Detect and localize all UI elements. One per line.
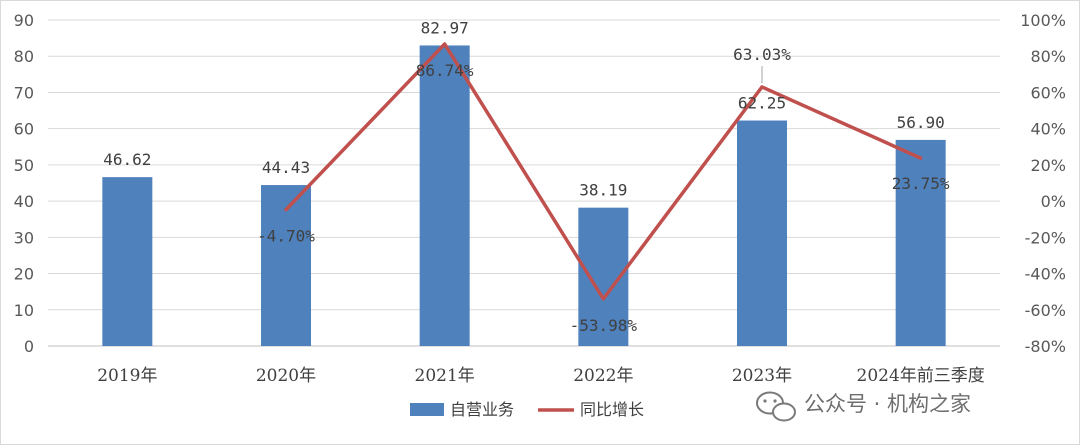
legend-swatch-bar: [410, 403, 444, 416]
line-data-labels: -4.70% 86.74% -53.98% 63.03% 23.75%: [257, 45, 950, 335]
growth-value-label: -53.98%: [570, 316, 638, 335]
left-tick-label: 20: [14, 265, 34, 284]
left-axis-ticks: 0 10 20 30 40 50 60 70 80 90: [14, 11, 34, 356]
right-tick-label: 40%: [1030, 120, 1066, 139]
gridlines: [48, 19, 1000, 347]
category-axis-labels: 2019年 2020年 2021年 2022年 2023年 2024年前三季度: [97, 366, 985, 386]
growth-value-label: 86.74%: [416, 61, 474, 80]
bar: [102, 177, 153, 346]
bar: [737, 120, 787, 347]
left-tick-label: 40: [14, 192, 34, 211]
right-tick-label: 100%: [1020, 11, 1066, 30]
left-tick-label: 70: [14, 83, 34, 102]
category-label: 2019年: [97, 366, 157, 386]
bar-value-label: 62.25: [738, 94, 786, 113]
bar-series: [102, 45, 946, 347]
right-tick-label: 20%: [1030, 156, 1066, 175]
right-tick-label: -60%: [1025, 301, 1066, 320]
right-tick-label: -40%: [1025, 265, 1066, 284]
right-tick-label: -80%: [1025, 337, 1066, 356]
watermark-text: 公众号 · 机构之家: [804, 392, 971, 416]
bar-value-label: 38.19: [579, 181, 627, 200]
right-tick-label: 80%: [1030, 47, 1066, 66]
left-tick-label: 0: [24, 337, 34, 356]
left-tick-label: 10: [14, 301, 34, 320]
bar: [261, 185, 311, 346]
bar-value-label: 82.97: [421, 18, 469, 37]
legend-label-bar: 自营业务: [450, 400, 514, 419]
bar-data-labels: 46.62 44.43 82.97 38.19 62.25 56.90: [103, 18, 945, 199]
left-tick-label: 90: [14, 11, 34, 30]
legend-label-line: 同比增长: [580, 400, 644, 419]
category-label: 2020年: [256, 366, 316, 386]
category-label: 2022年: [573, 366, 633, 386]
legend: 自营业务 同比增长: [410, 400, 644, 419]
category-label: 2021年: [415, 366, 475, 386]
bar-value-label: 44.43: [262, 158, 310, 177]
bar: [895, 139, 946, 346]
line-series: [284, 42, 923, 301]
bar-value-label: 56.90: [897, 113, 945, 132]
left-tick-label: 50: [14, 156, 34, 175]
category-label: 2023年: [732, 366, 792, 386]
right-tick-label: -20%: [1025, 228, 1066, 247]
right-tick-label: 0%: [1041, 192, 1066, 211]
left-tick-label: 80: [14, 47, 34, 66]
left-tick-label: 60: [14, 120, 34, 139]
wechat-icon: [756, 391, 796, 422]
right-tick-label: 60%: [1030, 83, 1066, 102]
growth-value-label: 63.03%: [733, 45, 791, 64]
right-axis-ticks: -80% -60% -40% -20% 0% 20% 40% 60% 80% 100%: [1020, 11, 1066, 356]
bar: [419, 45, 470, 346]
growth-value-label: 23.75%: [892, 174, 950, 193]
category-label: 2024年前三季度: [857, 366, 985, 386]
watermark: 公众号 · 机构之家: [756, 391, 971, 422]
left-tick-label: 30: [14, 228, 34, 247]
growth-value-label: -4.70%: [257, 227, 315, 246]
bar-value-label: 46.62: [103, 150, 151, 169]
